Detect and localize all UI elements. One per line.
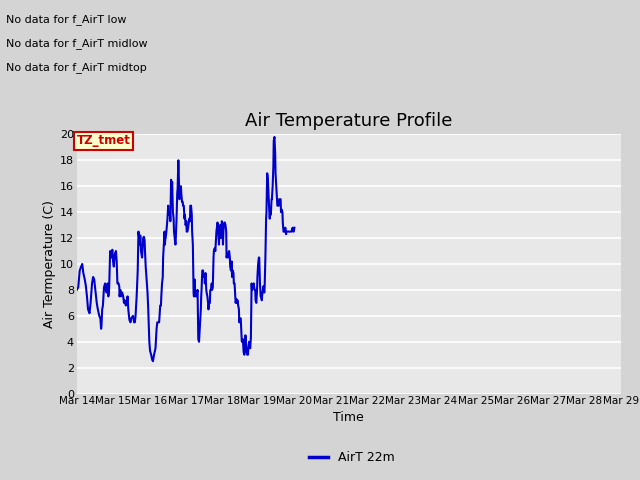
Text: No data for f_AirT midtop: No data for f_AirT midtop <box>6 62 147 73</box>
Text: No data for f_AirT low: No data for f_AirT low <box>6 14 127 25</box>
Text: No data for f_AirT midlow: No data for f_AirT midlow <box>6 38 148 49</box>
Text: TZ_tmet: TZ_tmet <box>77 134 131 147</box>
X-axis label: Time: Time <box>333 410 364 423</box>
Legend: AirT 22m: AirT 22m <box>304 446 400 469</box>
Title: Air Temperature Profile: Air Temperature Profile <box>245 112 452 130</box>
Y-axis label: Air Termperature (C): Air Termperature (C) <box>43 200 56 328</box>
